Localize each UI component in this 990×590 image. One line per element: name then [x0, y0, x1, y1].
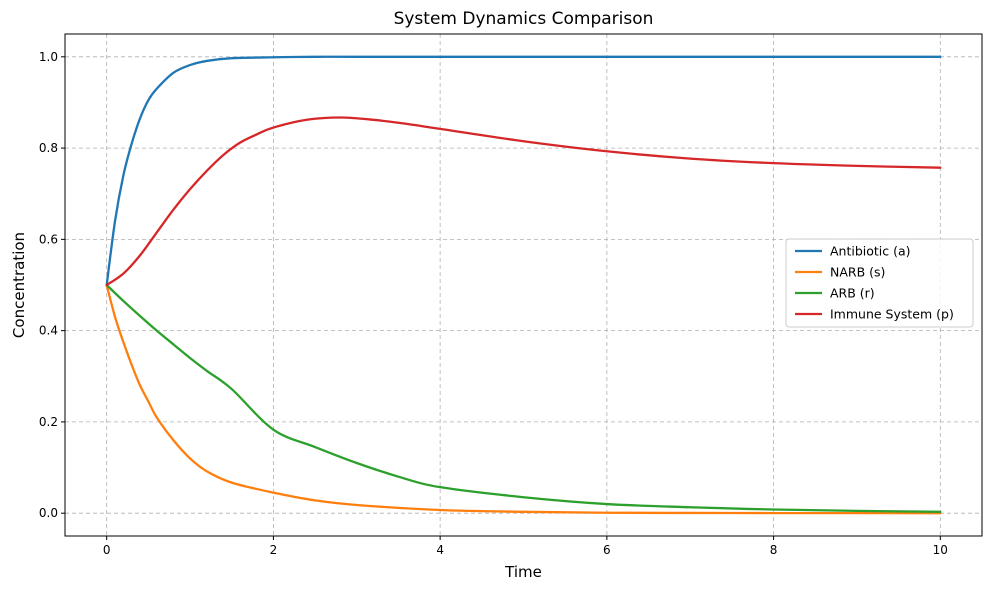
legend-label: Immune System (p) [830, 307, 954, 322]
plot-frame [64, 33, 983, 537]
legend-label: Antibiotic (a) [830, 244, 911, 259]
y-tick-label: 1.0 [39, 50, 58, 64]
y-tick-label: 0.4 [39, 324, 58, 338]
x-tick-label: 8 [770, 543, 778, 557]
series-line-2 [105, 283, 942, 513]
x-axis-title: Time [504, 563, 542, 581]
y-tick-label: 0.6 [39, 232, 58, 246]
x-tick-label: 2 [270, 543, 278, 557]
legend-label: ARB (r) [830, 286, 875, 301]
x-tick-label: 6 [603, 543, 611, 557]
x-tick-label: 4 [436, 543, 444, 557]
series-line-3 [105, 116, 942, 287]
chart-title: System Dynamics Comparison [394, 9, 654, 29]
series-layer [105, 55, 942, 515]
x-tick-label: 10 [933, 543, 948, 557]
x-tick-label: 0 [103, 543, 111, 557]
series-line-0 [105, 55, 942, 287]
y-tick-label: 0.2 [39, 415, 58, 429]
series-line-1 [105, 283, 942, 515]
y-axis-title: Concentration [10, 232, 28, 338]
legend-label: NARB (s) [830, 265, 885, 280]
legend-box [785, 238, 974, 328]
y-tick-label: 0.8 [39, 141, 58, 155]
y-tick-label: 0.0 [39, 506, 58, 520]
tick-layer: 0 2 4 6 8 10 0.0 0.2 0.4 0.6 0.8 1.0 [39, 50, 948, 557]
legend: Antibiotic (a) NARB (s) ARB (r) Immune Syst… [785, 238, 974, 328]
